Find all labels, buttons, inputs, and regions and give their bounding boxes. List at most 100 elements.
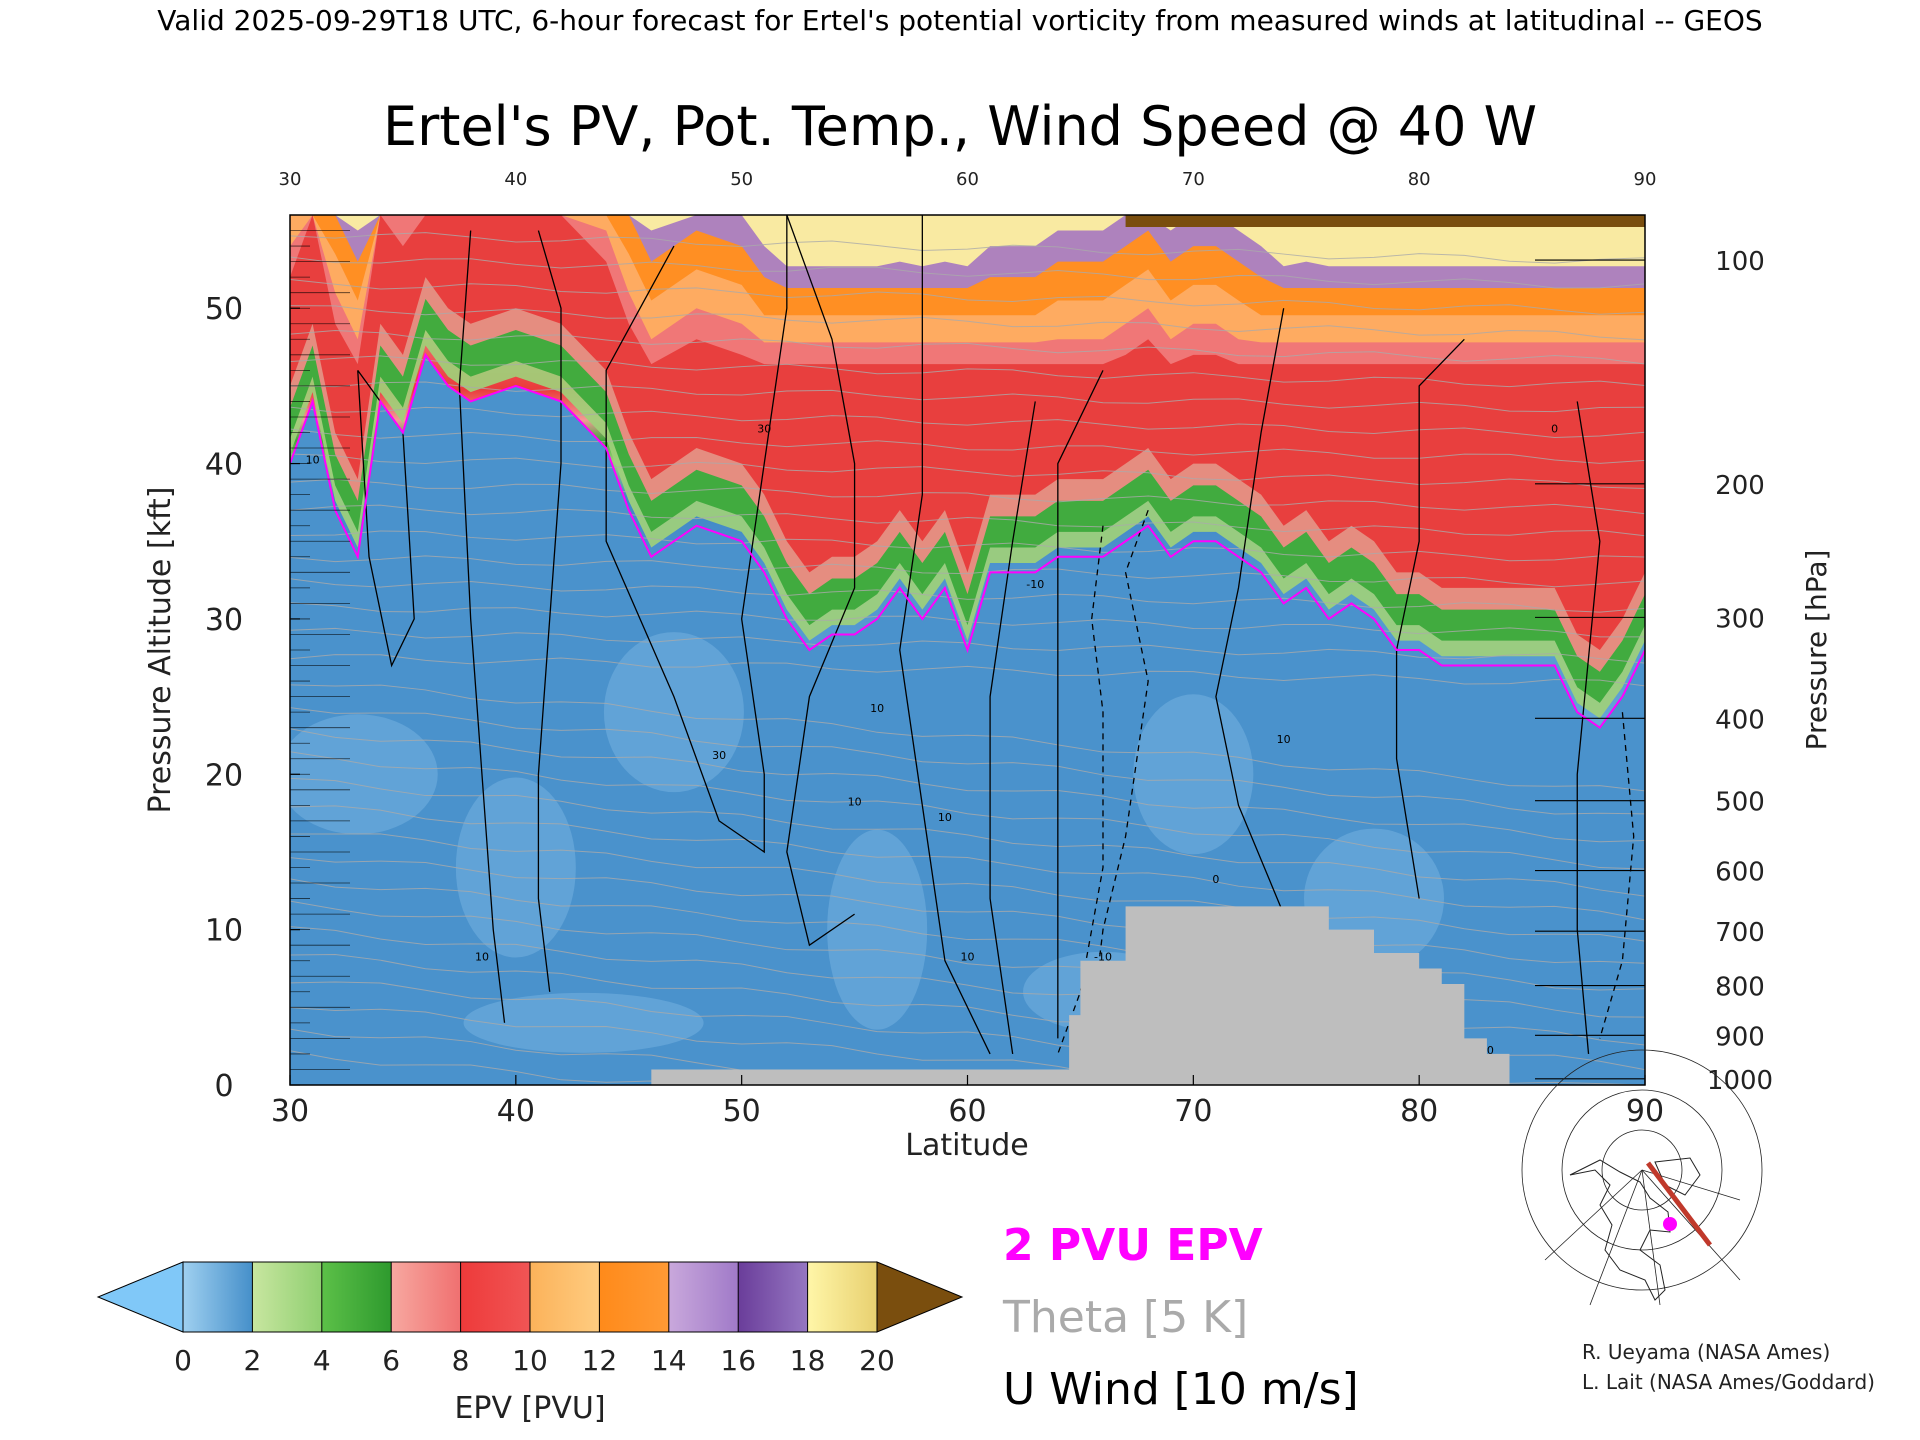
colorbar-tick-label: 10 [512,1344,548,1377]
colorbar: 0 2 4 6 8 10 12 14 16 18 20 [96,1261,964,1377]
wind-contour-label: -10 [1094,951,1112,964]
theta-contour [290,707,1645,815]
wind-contour [1057,370,1104,1039]
colorbar-segment [321,1262,392,1332]
theta-contour [290,279,1645,315]
colorbar-under-arrow [96,1261,184,1333]
epv-tropo-patch-0 [290,714,438,835]
colorbar-segment [599,1262,669,1332]
inset-map [1521,1049,1763,1306]
legend-theta: Theta [5 K] [1002,1292,1248,1343]
epv-tropo-patch-3 [827,829,928,1030]
wind-contour-label: 10 [1277,733,1291,746]
wind-contour-label: -10 [1026,578,1044,591]
epv-tropo-patch-1 [455,777,576,958]
x-tick-label: 40 [497,1094,535,1129]
colorbar-tick-label: 6 [382,1344,400,1377]
theta-contour [290,555,1645,588]
theta-contour [290,355,1645,388]
colorbar-over-arrow [876,1261,964,1333]
wind-contour [1215,308,1285,915]
pressure-tick-label: 900 [1715,1022,1765,1052]
y-axis-label-right: Pressure [hPa] [1800,550,1833,751]
colorbar-segment [391,1262,461,1332]
theta-contour [290,530,1645,562]
theta-contour [290,684,1645,792]
theta-contour [290,602,1645,638]
credit-line-2: L. Lait (NASA Ames/Goddard) [1582,1370,1875,1394]
theta-contour [290,305,1645,341]
wind-contour [537,230,562,992]
colorbar-tick-label: 14 [651,1344,687,1377]
legend-wind: U Wind [10 m/s] [1003,1364,1359,1415]
theta-contour [290,1007,1645,1085]
pressure-tick-label: 200 [1715,471,1765,501]
colorbar-tick-label: 16 [720,1344,756,1377]
x-tick-label: 70 [1174,1094,1212,1129]
wind-contour-label: 10 [961,951,975,964]
x-top-tick-label: 40 [504,169,527,190]
credit-line-1: R. Ueyama (NASA Ames) [1582,1340,1830,1364]
theta-contour [290,627,1645,664]
pressure-tick-label: 800 [1715,973,1765,1003]
wind-contour-label: 0 [1212,873,1219,886]
colorbar-segment [668,1262,739,1332]
wind-contour-label: 10 [870,702,884,715]
x-top-tick-label: 30 [279,169,302,190]
wind-contour-label: 30 [757,423,771,436]
y-axis-label-left: Pressure Altitude [kft] [143,487,178,814]
theta-contour [290,578,1645,613]
valid-time-header: Valid 2025-09-29T18 UTC, 6-hour forecast… [157,4,1762,37]
colorbar-tick-label: 0 [174,1344,192,1377]
colorbar-tick-label: 8 [452,1344,470,1377]
colorbar-segment [252,1262,322,1332]
colorbar-tick-label: 2 [243,1344,261,1377]
theta-contour [290,654,1645,687]
pressure-tick-label: 400 [1715,705,1765,735]
legend-pv: 2 PVU EPV [1003,1220,1263,1271]
wind-contour [899,215,991,1055]
wind-contour [1395,338,1465,899]
wind-contour-negative [1057,525,1104,1055]
colorbar-tick-label: 20 [859,1344,895,1377]
wind-contour-negative [1599,712,1635,1039]
x-tick-label: 90 [1626,1094,1664,1129]
x-tick-label: 30 [271,1094,309,1129]
wind-contour [458,230,506,1023]
theta-contour [290,256,1645,289]
y-tick-label: 40 [205,448,243,483]
wind-contour [605,215,788,854]
pressure-tick-label: 700 [1715,918,1765,948]
pressure-tick-label: 100 [1715,247,1765,277]
epv-tropo-patch-4 [1133,694,1254,855]
colorbar-tick-label: 18 [790,1344,826,1377]
colorbar-segment [738,1262,808,1332]
theta-contour [290,329,1645,365]
x-top-tick-label: 60 [956,169,979,190]
x-top-tick-label: 80 [1408,169,1431,190]
theta-contour [290,1028,1645,1085]
epv-band-8 [290,215,1645,267]
wind-contour-label: 10 [306,454,320,467]
chart-title: Ertel's PV, Pot. Temp., Wind Speed @ 40 … [383,95,1537,158]
theta-contour [290,833,1645,942]
x-axis-label: Latitude [905,1128,1028,1163]
x-top-tick-label: 50 [730,169,753,190]
pressure-tick-label: 500 [1715,788,1765,818]
wind-contour [989,401,1036,1055]
wind-contour-label: 30 [712,749,726,762]
x-tick-label: 50 [723,1094,761,1129]
epv-tropo-patch-6 [463,992,704,1053]
theta-contour [290,857,1645,964]
epv-tropo-patch-2 [603,632,744,793]
epv-over-band [1125,215,1645,227]
theta-contour [290,751,1645,870]
pressure-tick-label: 1000 [1707,1066,1773,1096]
y-tick-label: 10 [205,914,243,949]
colorbar-tick-label: 4 [313,1344,331,1377]
wind-contour [1576,401,1601,1054]
colorbar-segment [460,1262,530,1332]
y-tick-label: 30 [205,603,243,638]
theta-contour [290,232,1645,264]
